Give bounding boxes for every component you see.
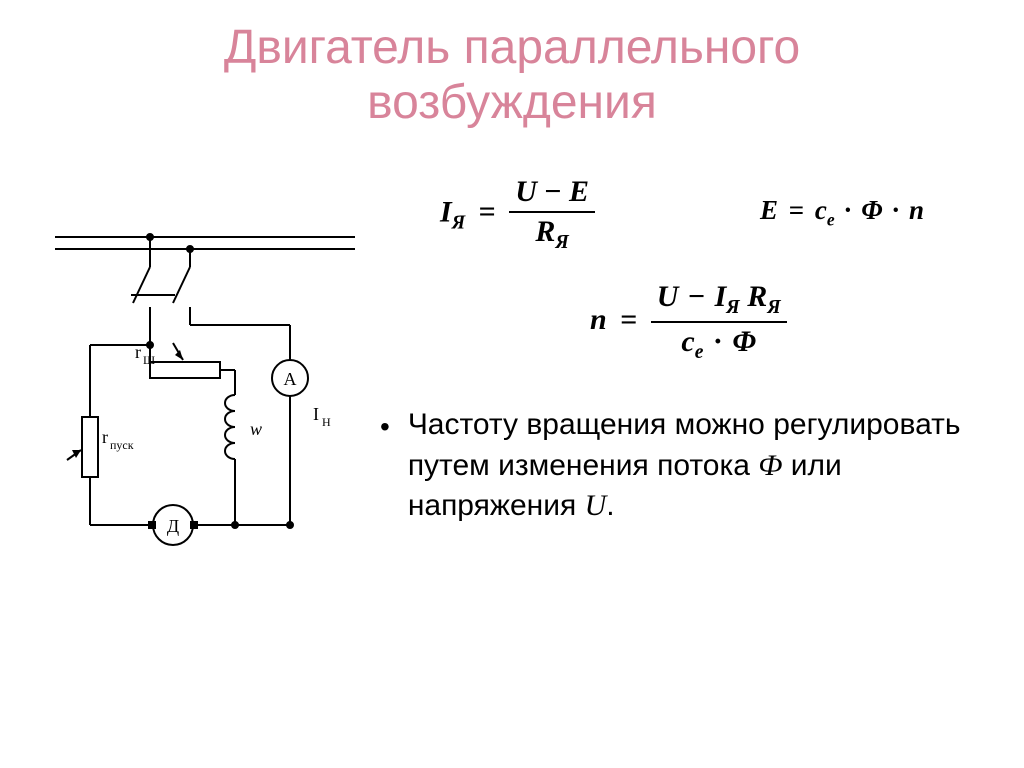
circuit-diagram: А I Н r Ш w (55, 225, 355, 555)
bullet-phi: Ф (758, 449, 782, 482)
eq1-lhs-main: I (440, 195, 452, 228)
eq3-num-op: − (686, 280, 707, 313)
eq3-num-b-sub: Я (726, 297, 739, 318)
eq1-num-b: E (569, 175, 589, 208)
equation-emf: E = ce · Φ · n (760, 195, 924, 230)
bullet-item: • Частоту вращения можно регулировать пу… (380, 405, 970, 527)
slide-root: Двигатель параллельного возбуждения IЯ =… (0, 0, 1024, 768)
eq3-num-c-sub: Я (767, 297, 780, 318)
ammeter-label: А (284, 369, 297, 389)
eq1-fraction: U − E RЯ (509, 175, 595, 254)
eq3-den-b: Φ (732, 325, 756, 358)
eq1-num-op: − (544, 175, 561, 208)
current-i-main: I (313, 404, 319, 424)
bullet-pre: Частоту вращения можно регулировать путе… (408, 408, 961, 482)
eq1-den-main: R (535, 215, 555, 248)
eq3-num-c-main: R (747, 280, 767, 313)
eq1-den-sub: Я (555, 232, 568, 253)
equation-armature-current: IЯ = U − E RЯ (440, 175, 595, 254)
r-sh-main: r (135, 342, 141, 362)
slide-title: Двигатель параллельного возбуждения (0, 20, 1024, 130)
eq2-rhs-c: n (909, 195, 924, 225)
eq2-rhs-b: Φ (861, 195, 882, 225)
eq3-fraction: U − IЯ RЯ ce · Φ (651, 280, 787, 364)
equation-speed: n = U − IЯ RЯ ce · Φ (590, 280, 787, 364)
bullet-text: Частоту вращения можно регулировать путе… (408, 405, 970, 527)
eq3-den-a-sub: e (695, 342, 704, 363)
title-line-2: возбуждения (367, 76, 657, 129)
r-sh-sub: Ш (143, 353, 155, 367)
r-pusk-sub: пуск (110, 438, 134, 452)
eq2-rhs-a-sub: e (827, 209, 835, 229)
eq3-lhs: n (590, 303, 607, 336)
eq3-num-a: U (657, 280, 679, 313)
eq2-rhs-a: c (815, 195, 827, 225)
current-i-sub: Н (322, 415, 331, 429)
eq1-lhs-sub: Я (452, 212, 465, 233)
title-line-1: Двигатель параллельного (224, 21, 800, 74)
bullet-post: . (606, 489, 614, 522)
eq1-num-a: U (515, 175, 537, 208)
eq2-lhs: E (760, 195, 778, 225)
bullet-marker: • (380, 405, 408, 445)
motor-label: Д (167, 516, 179, 536)
eq3-den-a: c (681, 325, 694, 358)
eq3-num-b-main: I (715, 280, 727, 313)
bullet-u: U (585, 489, 607, 522)
r-pusk-main: r (102, 427, 108, 447)
winding-w-label: w (250, 419, 262, 439)
